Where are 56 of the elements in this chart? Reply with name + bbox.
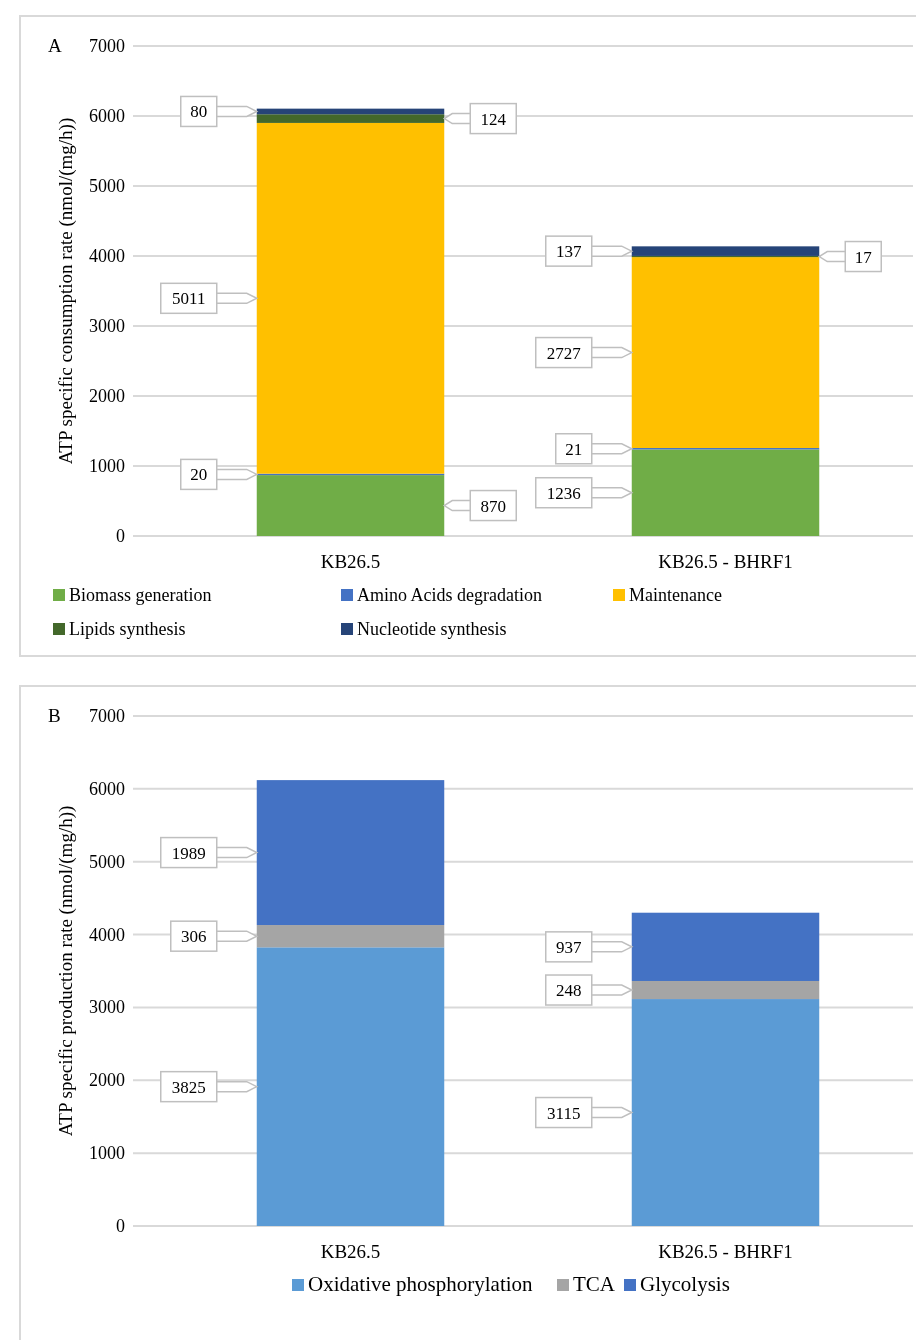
data-label: 248 [556, 981, 582, 1001]
y-tick-label: 7000 [89, 36, 125, 56]
legend-label: Lipids synthesis [69, 619, 186, 639]
x-tick-label: KB26.5 [320, 551, 381, 572]
data-label: 870 [480, 496, 506, 516]
y-axis-title: ATP specific production rate (nmol/(mg/h)) [55, 805, 77, 1137]
bar [256, 780, 445, 926]
data-label: 124 [480, 109, 507, 129]
data-label: 21 [565, 439, 583, 459]
legend-label: Oxidative phosphorylation [308, 1272, 534, 1296]
legend-label: Nucleotide synthesis [357, 619, 507, 639]
y-tick-label: 5000 [89, 851, 125, 872]
legend-label: Glycolysis [640, 1272, 730, 1296]
y-tick-label: 0 [116, 1216, 125, 1236]
legend-label: TCA [573, 1272, 616, 1296]
bar [256, 475, 445, 536]
data-label: 2727 [546, 343, 582, 363]
bar [256, 122, 445, 474]
data-label: 1236 [546, 483, 581, 503]
y-tick-label: 0 [116, 526, 125, 546]
legend-label: Maintenance [629, 585, 722, 605]
y-tick-label: 7000 [89, 706, 125, 726]
y-tick-label: 3000 [89, 997, 125, 1018]
y-tick-label: 4000 [89, 924, 125, 945]
bar [631, 449, 820, 536]
data-label: 80 [190, 102, 208, 122]
x-tick-label: KB26.5 [320, 1241, 381, 1262]
x-tick-label: KB26.5 - BHRF1 [658, 551, 793, 572]
chart-title: B [48, 705, 61, 726]
y-tick-label: 1000 [89, 1143, 125, 1164]
y-tick-label: 3000 [89, 316, 125, 336]
data-label: 5011 [172, 289, 206, 309]
data-label: 937 [556, 937, 582, 957]
y-tick-label: 2000 [89, 1070, 125, 1091]
data-label: 3825 [171, 1077, 206, 1097]
y-tick-label: 1000 [89, 456, 125, 476]
legend-label: Amino Acids degradation [357, 585, 542, 605]
bar [631, 912, 820, 981]
y-tick-label: 5000 [89, 176, 125, 196]
data-label: 3115 [547, 1103, 581, 1123]
bar [631, 999, 820, 1226]
y-tick-label: 6000 [89, 106, 125, 126]
legend-label: Biomass generation [69, 585, 212, 605]
data-label: 17 [854, 247, 873, 267]
bar [631, 257, 820, 449]
data-label: 20 [190, 465, 208, 485]
x-tick-label: KB26.5 - BHRF1 [658, 1241, 793, 1262]
y-axis-title: ATP specific consumption rate (nmol/(mg/h)) [55, 117, 77, 465]
y-tick-label: 4000 [89, 246, 125, 266]
y-tick-label: 2000 [89, 386, 125, 406]
bar [256, 947, 445, 1226]
data-label: 306 [181, 927, 207, 947]
y-tick-label: 6000 [89, 778, 125, 799]
data-label: 1989 [171, 843, 206, 863]
chart-title: A [48, 35, 62, 56]
data-label: 137 [556, 242, 582, 262]
